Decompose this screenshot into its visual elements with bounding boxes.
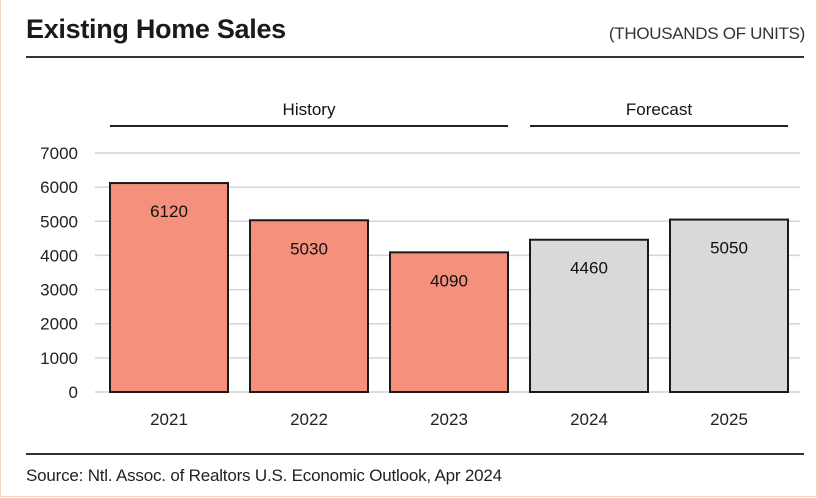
title-divider bbox=[26, 56, 804, 58]
bar-value-label: 5030 bbox=[290, 239, 328, 258]
x-tick-label: 2023 bbox=[430, 410, 468, 429]
chart-title: Existing Home Sales bbox=[26, 14, 286, 44]
y-tick-label: 1000 bbox=[40, 349, 78, 368]
bar-2024 bbox=[529, 238, 649, 393]
x-tick-label: 2022 bbox=[290, 410, 328, 429]
y-tick-label: 0 bbox=[69, 383, 78, 402]
y-tick-label: 2000 bbox=[40, 315, 78, 334]
x-axis: 2021 2022 2023 2024 2025 bbox=[150, 410, 748, 429]
period-groups: History Forecast bbox=[110, 100, 788, 127]
period-label-forecast: Forecast bbox=[626, 100, 692, 119]
bar-value-label: 5050 bbox=[710, 239, 748, 258]
units-label: (THOUSANDS OF UNITS) bbox=[608, 24, 805, 43]
x-tick-label: 2024 bbox=[570, 410, 608, 429]
x-tick-label: 2021 bbox=[150, 410, 188, 429]
bar-value-label: 6120 bbox=[150, 202, 188, 221]
y-tick-label: 5000 bbox=[40, 212, 78, 231]
bar-value-label: 4460 bbox=[570, 259, 608, 278]
y-axis: 0 1000 2000 3000 4000 5000 6000 7000 bbox=[40, 144, 78, 402]
bar-2023 bbox=[389, 251, 509, 393]
bars: 6120 5030 4090 4460 5050 bbox=[109, 182, 789, 393]
period-label-history: History bbox=[283, 100, 336, 119]
bar-2021 bbox=[109, 182, 229, 393]
bar-2025 bbox=[669, 218, 789, 393]
x-tick-label: 2025 bbox=[710, 410, 748, 429]
y-tick-label: 7000 bbox=[40, 144, 78, 163]
y-tick-label: 6000 bbox=[40, 178, 78, 197]
bar-value-label: 4090 bbox=[430, 271, 468, 290]
bar-2022 bbox=[249, 219, 369, 393]
source-note: Source: Ntl. Assoc. of Realtors U.S. Eco… bbox=[26, 466, 502, 485]
footer-divider bbox=[26, 453, 804, 455]
y-tick-label: 3000 bbox=[40, 281, 78, 300]
y-tick-label: 4000 bbox=[40, 246, 78, 265]
